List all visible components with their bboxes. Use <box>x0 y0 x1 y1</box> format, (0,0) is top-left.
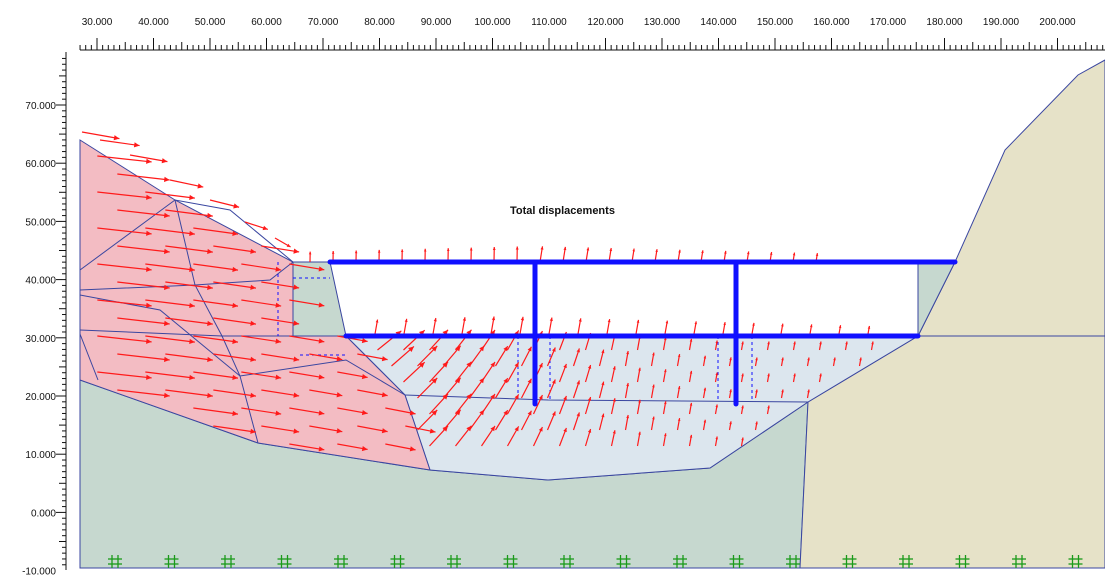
x-tick-label: 80.000 <box>364 17 395 28</box>
displacement-arrow <box>462 317 466 334</box>
y-tick-label: 70.000 <box>25 101 56 112</box>
y-tick-label: 60.000 <box>25 159 56 170</box>
y-tick-label: 0.000 <box>31 508 56 519</box>
x-tick-label: 90.000 <box>421 17 452 28</box>
displacement-arrow <box>245 222 268 230</box>
x-tick-label: 140.000 <box>700 17 737 28</box>
x-tick-label: 100.000 <box>474 17 511 28</box>
displacement-arrow <box>520 317 524 334</box>
displacement-arrow <box>723 322 726 334</box>
y-tick-label: 20.000 <box>25 392 56 403</box>
soil-clusters <box>80 60 1105 568</box>
displacement-arrow <box>665 321 668 334</box>
x-tick-label: 40.000 <box>138 17 169 28</box>
plot-title: Total displacements <box>510 205 615 217</box>
left-ruler: 70.000 60.000 50.000 40.000 30.000 20.000 10.0… <box>22 52 66 576</box>
displacement-arrow <box>404 319 408 334</box>
displacement-arrow <box>839 325 842 334</box>
y-tick-label: -10.000 <box>22 567 56 576</box>
x-tick-label: 150.000 <box>757 17 794 28</box>
x-tick-label: 180.000 <box>926 17 963 28</box>
displacement-arrow <box>607 319 611 334</box>
displacement-arrow <box>781 324 784 334</box>
y-tick-label: 10.000 <box>25 450 56 461</box>
displacement-arrow <box>433 318 437 334</box>
displacement-arrow <box>375 320 378 334</box>
displacement-arrow <box>170 180 203 188</box>
right-hill-cluster <box>800 60 1105 568</box>
y-tick-label: 30.000 <box>25 334 56 345</box>
displacement-arrow <box>549 318 553 334</box>
top-ruler: 30.000 40.000 50.000 60.000 70.000 80.000 90.0… <box>80 17 1105 50</box>
x-tick-label: 30.000 <box>82 17 113 28</box>
x-tick-label: 120.000 <box>587 17 624 28</box>
x-tick-label: 170.000 <box>870 17 907 28</box>
displacement-arrow <box>100 140 140 147</box>
displacement-arrow <box>694 321 697 334</box>
displacement-arrow <box>578 318 582 334</box>
x-tick-label: 110.000 <box>531 17 567 28</box>
x-tick-label: 200.000 <box>1039 17 1076 28</box>
displacement-arrow <box>82 132 119 140</box>
x-tick-label: 130.000 <box>644 17 681 28</box>
x-tick-label: 160.000 <box>813 17 850 28</box>
y-tick-label: 50.000 <box>25 217 56 228</box>
displacement-arrow <box>752 323 755 334</box>
x-tick-label: 190.000 <box>983 17 1020 28</box>
displacement-arrow <box>309 252 312 262</box>
displacement-arrow <box>636 320 639 334</box>
x-tick-label: 60.000 <box>251 17 282 28</box>
displacement-arrow <box>868 326 871 334</box>
y-tick-label: 40.000 <box>25 276 56 287</box>
x-tick-label: 50.000 <box>195 17 226 28</box>
displacement-arrow <box>810 324 813 334</box>
berm-cluster <box>293 262 346 336</box>
displacement-arrow <box>275 238 291 247</box>
x-tick-label: 70.000 <box>308 17 339 28</box>
